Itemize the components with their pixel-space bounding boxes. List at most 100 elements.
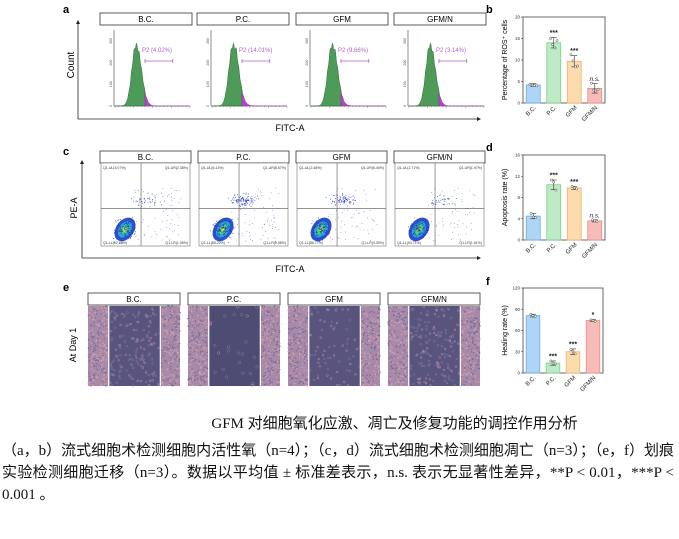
panel-d-bar-3 (587, 220, 603, 241)
panel-b-data-point (571, 59, 575, 63)
panel-f-significance: *** (569, 341, 577, 348)
panel-a-header-0: B.C. (138, 15, 154, 24)
panel-d-label: d (486, 142, 493, 154)
panel-f-data-point (531, 314, 535, 317)
panel-c-header-2: GFM (333, 153, 351, 162)
panel-b-data-point (569, 53, 573, 57)
panel-d-ytick-label: 12 (515, 174, 521, 179)
panel-e-header-1: P.C. (227, 295, 242, 304)
gate-label: P2 (14.01%) (239, 48, 272, 54)
panel-f-significance: *** (549, 353, 557, 360)
quadrant-label-ll: Q1-LL(92.88%) (103, 241, 127, 245)
panel-f-data-point (569, 348, 573, 351)
panel-d-data-point (554, 188, 558, 192)
panel-a-ytick: 300 (403, 38, 407, 44)
panel-a-ytick: 100 (109, 81, 113, 87)
panel-f-data-point (529, 312, 533, 316)
panel-a-ytick: 200 (109, 60, 113, 66)
scratch-assay-image (187, 305, 281, 388)
panel-f-data-point (593, 319, 597, 323)
histogram-gated-tail (340, 90, 386, 107)
panel-d-data-point (534, 216, 537, 220)
panel-a-header-3: GFM/N (427, 15, 453, 24)
panel-f-bar-2 (565, 351, 581, 374)
panel-c-xlabel: FITC-A (276, 264, 305, 274)
panel-a-ytick: 300 (305, 38, 309, 44)
panel-e-ylabel: At Day 1 (68, 328, 78, 363)
panel-e-header-0-box (87, 292, 181, 306)
dot-plot-frame (394, 162, 485, 247)
scratch-assay-image (287, 305, 381, 387)
panel-f-ytick-label: 120 (512, 286, 520, 291)
panel-e-header-3: GFM/N (421, 295, 447, 304)
panel-f-data-point (553, 362, 557, 366)
panel-b-label: b (486, 4, 493, 16)
panel-f-data-point (573, 352, 577, 356)
panel-e-header-3-box (387, 292, 481, 306)
panel-b-significance: n.s. (590, 76, 601, 83)
panel-a-x-arrow-icon (477, 117, 481, 121)
panel-a-ytick: 0 (109, 105, 113, 107)
panel-a-header-3-box (393, 12, 487, 26)
panel-c-header-3: GFM/N (427, 153, 453, 162)
panel-f-bar-3 (585, 320, 601, 374)
panel-d-significance: *** (550, 172, 558, 179)
dot-plot-frame (296, 162, 387, 247)
panel-d-data-point (593, 219, 597, 223)
quadrant-label-ll: Q1-LL(86.77%) (299, 241, 323, 245)
panel-b-significance: *** (550, 30, 558, 37)
panel-a-ytick: 300 (109, 38, 113, 44)
panel-d-ytick-label: 8 (517, 195, 520, 200)
panel-a-header-2: GFM (333, 15, 351, 24)
panel-f-data-point (533, 314, 537, 318)
panel-b-data-point (555, 39, 559, 43)
panel-d-data-point (570, 184, 574, 188)
panel-a-ytick: 100 (206, 81, 210, 87)
panel-d-significance: *** (570, 179, 578, 186)
panel-d-xtick-label: B.C. (525, 242, 538, 255)
panel-c-y-arrow-icon (80, 160, 84, 164)
histogram-main-population (212, 42, 243, 107)
panel-d-bar-0 (525, 215, 541, 241)
panel-c-label: c (63, 146, 69, 158)
panel-f-xtick-label: GFM (564, 375, 578, 389)
panel-b-data-point (596, 87, 600, 91)
quadrant-label-ul: Q1-UL(2.71%) (397, 166, 420, 170)
panel-b-data-point (551, 43, 555, 46)
histogram-main-population (409, 42, 440, 107)
panel-d-data-point (552, 180, 556, 184)
gate-label: P2 (3.14%) (436, 48, 466, 54)
panel-d-data-point (595, 220, 599, 223)
panel-b-xtick-label: GFM/N (581, 105, 599, 123)
panel-c-header-0: B.C. (138, 153, 154, 162)
panel-b-data-point (535, 84, 538, 88)
panel-a-ytick: 100 (305, 81, 309, 87)
panel-f-label: f (486, 276, 490, 288)
panel-b-data-point (594, 89, 598, 93)
panel-f-data-point (571, 349, 575, 353)
panel-a-header-1: P.C. (236, 15, 251, 24)
quadrant-label-lr: Q1-LR(5.98%) (263, 241, 286, 245)
panel-b-bar-1 (546, 42, 562, 104)
panel-b-bar-0 (525, 84, 541, 104)
quadrant-label-ul: Q1-UL(2.48%) (299, 166, 322, 170)
panel-c-ylabel: PE-A (69, 197, 79, 218)
panel-a-ytick: 0 (403, 105, 407, 107)
histogram-main-population (115, 42, 146, 107)
panel-b-xtick-label: GFM (565, 105, 579, 119)
panel-b-data-point (592, 88, 596, 92)
panel-b-data-point (553, 46, 557, 50)
panel-b-data-point (574, 65, 577, 69)
panel-d-ytick-label: 0 (517, 238, 520, 243)
panel-a-ytick: 200 (403, 60, 407, 66)
panel-e-header-2: GFM (325, 295, 343, 304)
panel-b-data-point (549, 37, 552, 40)
panel-e-header-0: B.C. (126, 295, 142, 304)
panel-d-ytick-label: 4 (517, 216, 520, 221)
panel-f-ytick-label: 0 (517, 371, 520, 376)
panel-f-xtick-label: B.C. (525, 375, 538, 388)
panel-b-ytick-label: 10 (515, 58, 521, 63)
panel-b-xtick-label: P.C. (546, 105, 558, 117)
scratch-assay-image (87, 305, 181, 387)
